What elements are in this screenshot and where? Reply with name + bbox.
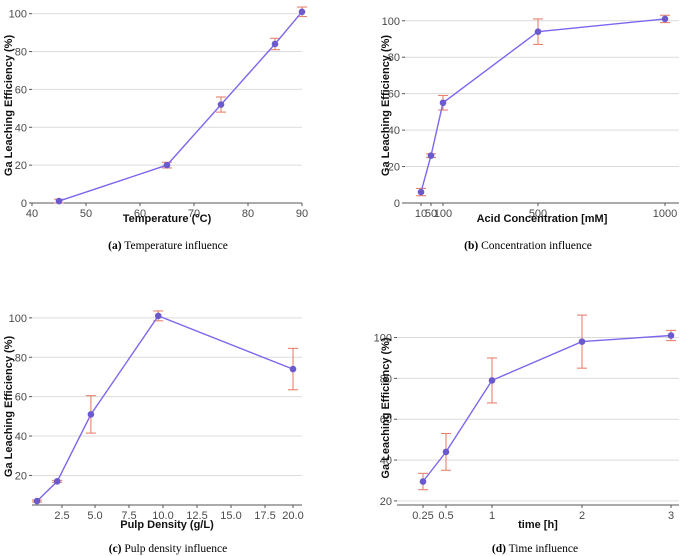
y-tick-label: 100 bbox=[374, 333, 392, 345]
data-point bbox=[55, 197, 63, 205]
data-point bbox=[53, 478, 61, 485]
y-tick-label: 80 bbox=[388, 52, 400, 64]
x-tick-label: 1000 bbox=[653, 208, 677, 220]
x-tick-label: 70 bbox=[188, 208, 200, 220]
x-tick-label: 15.0 bbox=[220, 510, 241, 522]
x-axis-title: Acid Concentration [mM] bbox=[477, 213, 608, 225]
x-tick-label: 2.5 bbox=[54, 510, 69, 522]
x-tick-label: 80 bbox=[242, 208, 254, 220]
caption-text: Temperature influence bbox=[122, 240, 228, 252]
caption-label: (a) bbox=[108, 240, 122, 252]
x-tick-label: 60 bbox=[134, 208, 146, 220]
figure-caption: (c) Pulp density influence bbox=[109, 543, 227, 555]
y-tick-label: 20 bbox=[388, 162, 400, 174]
x-tick-label: 0.5 bbox=[438, 510, 453, 522]
x-tick-label: 20.0 bbox=[282, 510, 303, 522]
x-tick-label: 3 bbox=[668, 510, 674, 522]
y-tick-label: 20 bbox=[380, 496, 392, 508]
x-tick-label: 10.0 bbox=[152, 510, 173, 522]
x-axis-title: time [h] bbox=[518, 519, 558, 531]
data-point bbox=[417, 188, 425, 196]
y-tick-label: 0 bbox=[21, 198, 27, 210]
figure-caption: (b) Concentration influence bbox=[464, 240, 592, 252]
caption-label: (c) bbox=[109, 543, 122, 555]
data-point bbox=[289, 365, 297, 373]
x-axis-title: Temperature (°C) bbox=[123, 213, 212, 225]
x-tick-label: 17.5 bbox=[254, 510, 275, 522]
y-tick-label: 80 bbox=[15, 47, 27, 59]
y-tick-label: 60 bbox=[15, 84, 27, 96]
y-axis-title: Ga Leaching Efficiency (%) bbox=[3, 336, 15, 478]
x-tick-label: 100 bbox=[434, 208, 452, 220]
chart-panel-a: 0 20 40 60 80 100 40 50 60 70 80 90 Temperature (°C)… bbox=[3, 6, 308, 252]
y-axis-title: Ga Leaching Efficiency (%) bbox=[3, 35, 15, 177]
caption-label: (b) bbox=[464, 240, 478, 252]
data-point bbox=[667, 332, 675, 339]
caption-text: Concentration influence bbox=[478, 240, 592, 252]
y-tick-label: 20 bbox=[15, 160, 27, 172]
x-tick-label: 2 bbox=[579, 510, 585, 522]
data-point bbox=[488, 377, 496, 384]
y-tick-label: 20 bbox=[15, 470, 27, 482]
data-point bbox=[578, 338, 586, 345]
y-tick-label: 100 bbox=[9, 313, 27, 325]
figure-caption: (a) Temperature influence bbox=[108, 240, 228, 252]
data-point bbox=[439, 99, 447, 107]
caption-text: Pulp density influence bbox=[122, 543, 228, 555]
y-tick-label: 40 bbox=[388, 125, 400, 137]
data-point bbox=[271, 40, 279, 48]
data-point bbox=[217, 101, 225, 108]
y-tick-label: 60 bbox=[15, 392, 27, 404]
data-point bbox=[661, 15, 669, 23]
data-point bbox=[33, 497, 41, 505]
y-tick-label: 40 bbox=[15, 431, 27, 443]
data-point bbox=[419, 478, 427, 485]
y-tick-label: 40 bbox=[15, 122, 27, 134]
y-tick-label: 60 bbox=[380, 414, 392, 426]
figure-caption: (d) Time influence bbox=[492, 543, 578, 555]
chart-panel-c: 20 40 60 80 100 2.5 5.0 7.5 10.0 12.5 15.0 17.5 20.0… bbox=[3, 310, 304, 555]
y-tick-label: 100 bbox=[382, 16, 400, 28]
x-axis-title: Pulp Density (g/L) bbox=[120, 519, 214, 531]
y-tick-label: 60 bbox=[388, 89, 400, 101]
series-line bbox=[58, 11, 303, 202]
y-tick-label: 80 bbox=[380, 373, 392, 385]
y-tick-label: 40 bbox=[380, 455, 392, 467]
data-point bbox=[427, 152, 435, 159]
chart-panel-d: 20 40 60 80 100 0.25 0.5 1 2 3 time [h] Ga Leaching… bbox=[374, 314, 679, 555]
data-point bbox=[534, 28, 542, 35]
x-tick-label: 50 bbox=[425, 208, 437, 220]
data-point bbox=[87, 411, 95, 418]
x-tick-label: 40 bbox=[26, 208, 38, 220]
x-tick-label: 12.5 bbox=[186, 510, 207, 522]
caption-text: Time influence bbox=[506, 543, 578, 555]
caption-label: (d) bbox=[492, 543, 506, 555]
series-line bbox=[36, 315, 294, 502]
x-tick-label: 7.5 bbox=[121, 510, 136, 522]
y-tick-label: 0 bbox=[394, 198, 400, 210]
y-axis-title: Ga Leaching Efficiency (%) bbox=[380, 35, 392, 177]
y-tick-label: 100 bbox=[9, 9, 27, 21]
data-point bbox=[163, 161, 171, 169]
x-tick-label: 50 bbox=[80, 208, 92, 220]
y-axis-title: Ga Leaching Efficiency (%) bbox=[380, 337, 392, 479]
data-point bbox=[154, 312, 162, 320]
x-tick-label: 1 bbox=[489, 510, 495, 522]
x-tick-label: 500 bbox=[529, 208, 547, 220]
x-tick-label: 0.25 bbox=[412, 510, 433, 522]
x-tick-label: 90 bbox=[296, 208, 308, 220]
y-tick-label: 80 bbox=[15, 352, 27, 364]
data-point bbox=[442, 448, 450, 456]
x-tick-label: 10 bbox=[415, 208, 427, 220]
data-point bbox=[298, 8, 306, 16]
x-tick-label: 5.0 bbox=[87, 510, 102, 522]
